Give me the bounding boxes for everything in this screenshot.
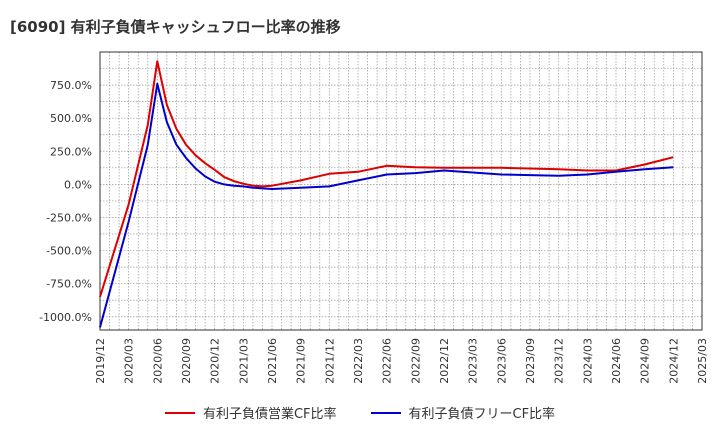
x-tick-label: 2020/09 [180, 338, 193, 384]
x-tick-label: 2021/09 [295, 338, 308, 384]
x-tick-label: 2024/09 [639, 338, 652, 384]
x-tick-label: 2021/03 [237, 338, 250, 384]
y-tick-label: -1000.0% [39, 311, 92, 324]
y-tick-label: -750.0% [46, 278, 92, 291]
x-tick-label: 2023/06 [495, 338, 508, 384]
x-tick-label: 2024/12 [667, 338, 680, 384]
y-tick-label: 500.0% [50, 112, 92, 125]
legend-item-operating-cf: 有利子負債営業CF比率 [164, 403, 337, 422]
x-tick-label: 2021/12 [323, 338, 336, 384]
x-tick-label: 2022/12 [438, 338, 451, 384]
x-tick-label: 2023/12 [553, 338, 566, 384]
x-tick-label: 2020/03 [123, 338, 136, 384]
y-tick-label: 250.0% [50, 145, 92, 158]
series-line-operating-cf [99, 60, 674, 298]
x-tick-label: 2020/06 [151, 338, 164, 384]
plot-border [99, 51, 703, 331]
legend-swatch-free-cf [370, 411, 401, 414]
x-tick-label: 2022/09 [409, 338, 422, 384]
series-line-free-cf [99, 82, 674, 328]
x-tick-label: 2023/09 [524, 338, 537, 384]
plot-area [100, 52, 702, 330]
x-tick-label: 2024/06 [610, 338, 623, 384]
y-tick-label: 0.0% [64, 178, 92, 191]
y-tick-label: 750.0% [50, 79, 92, 92]
y-tick-label: -500.0% [46, 245, 92, 258]
chart-title: [6090] 有利子負債キャッシュフロー比率の推移 [10, 18, 341, 36]
legend-label-operating-cf: 有利子負債営業CF比率 [202, 407, 337, 422]
legend-swatch-operating-cf [164, 411, 195, 414]
legend-label-free-cf: 有利子負債フリーCF比率 [408, 407, 556, 422]
x-tick-label: 2021/06 [266, 338, 279, 384]
x-tick-label: 2025/03 [696, 338, 709, 384]
x-tick-label: 2024/03 [581, 338, 594, 384]
x-tick-label: 2019/12 [94, 338, 107, 384]
x-tick-label: 2022/03 [352, 338, 365, 384]
x-tick-label: 2023/03 [467, 338, 480, 384]
x-tick-label: 2020/12 [209, 338, 222, 384]
x-tick-label: 2022/06 [381, 338, 394, 384]
legend: 有利子負債営業CF比率 有利子負債フリーCF比率 [0, 403, 720, 422]
y-tick-label: -250.0% [46, 211, 92, 224]
legend-item-free-cf: 有利子負債フリーCF比率 [370, 403, 556, 422]
